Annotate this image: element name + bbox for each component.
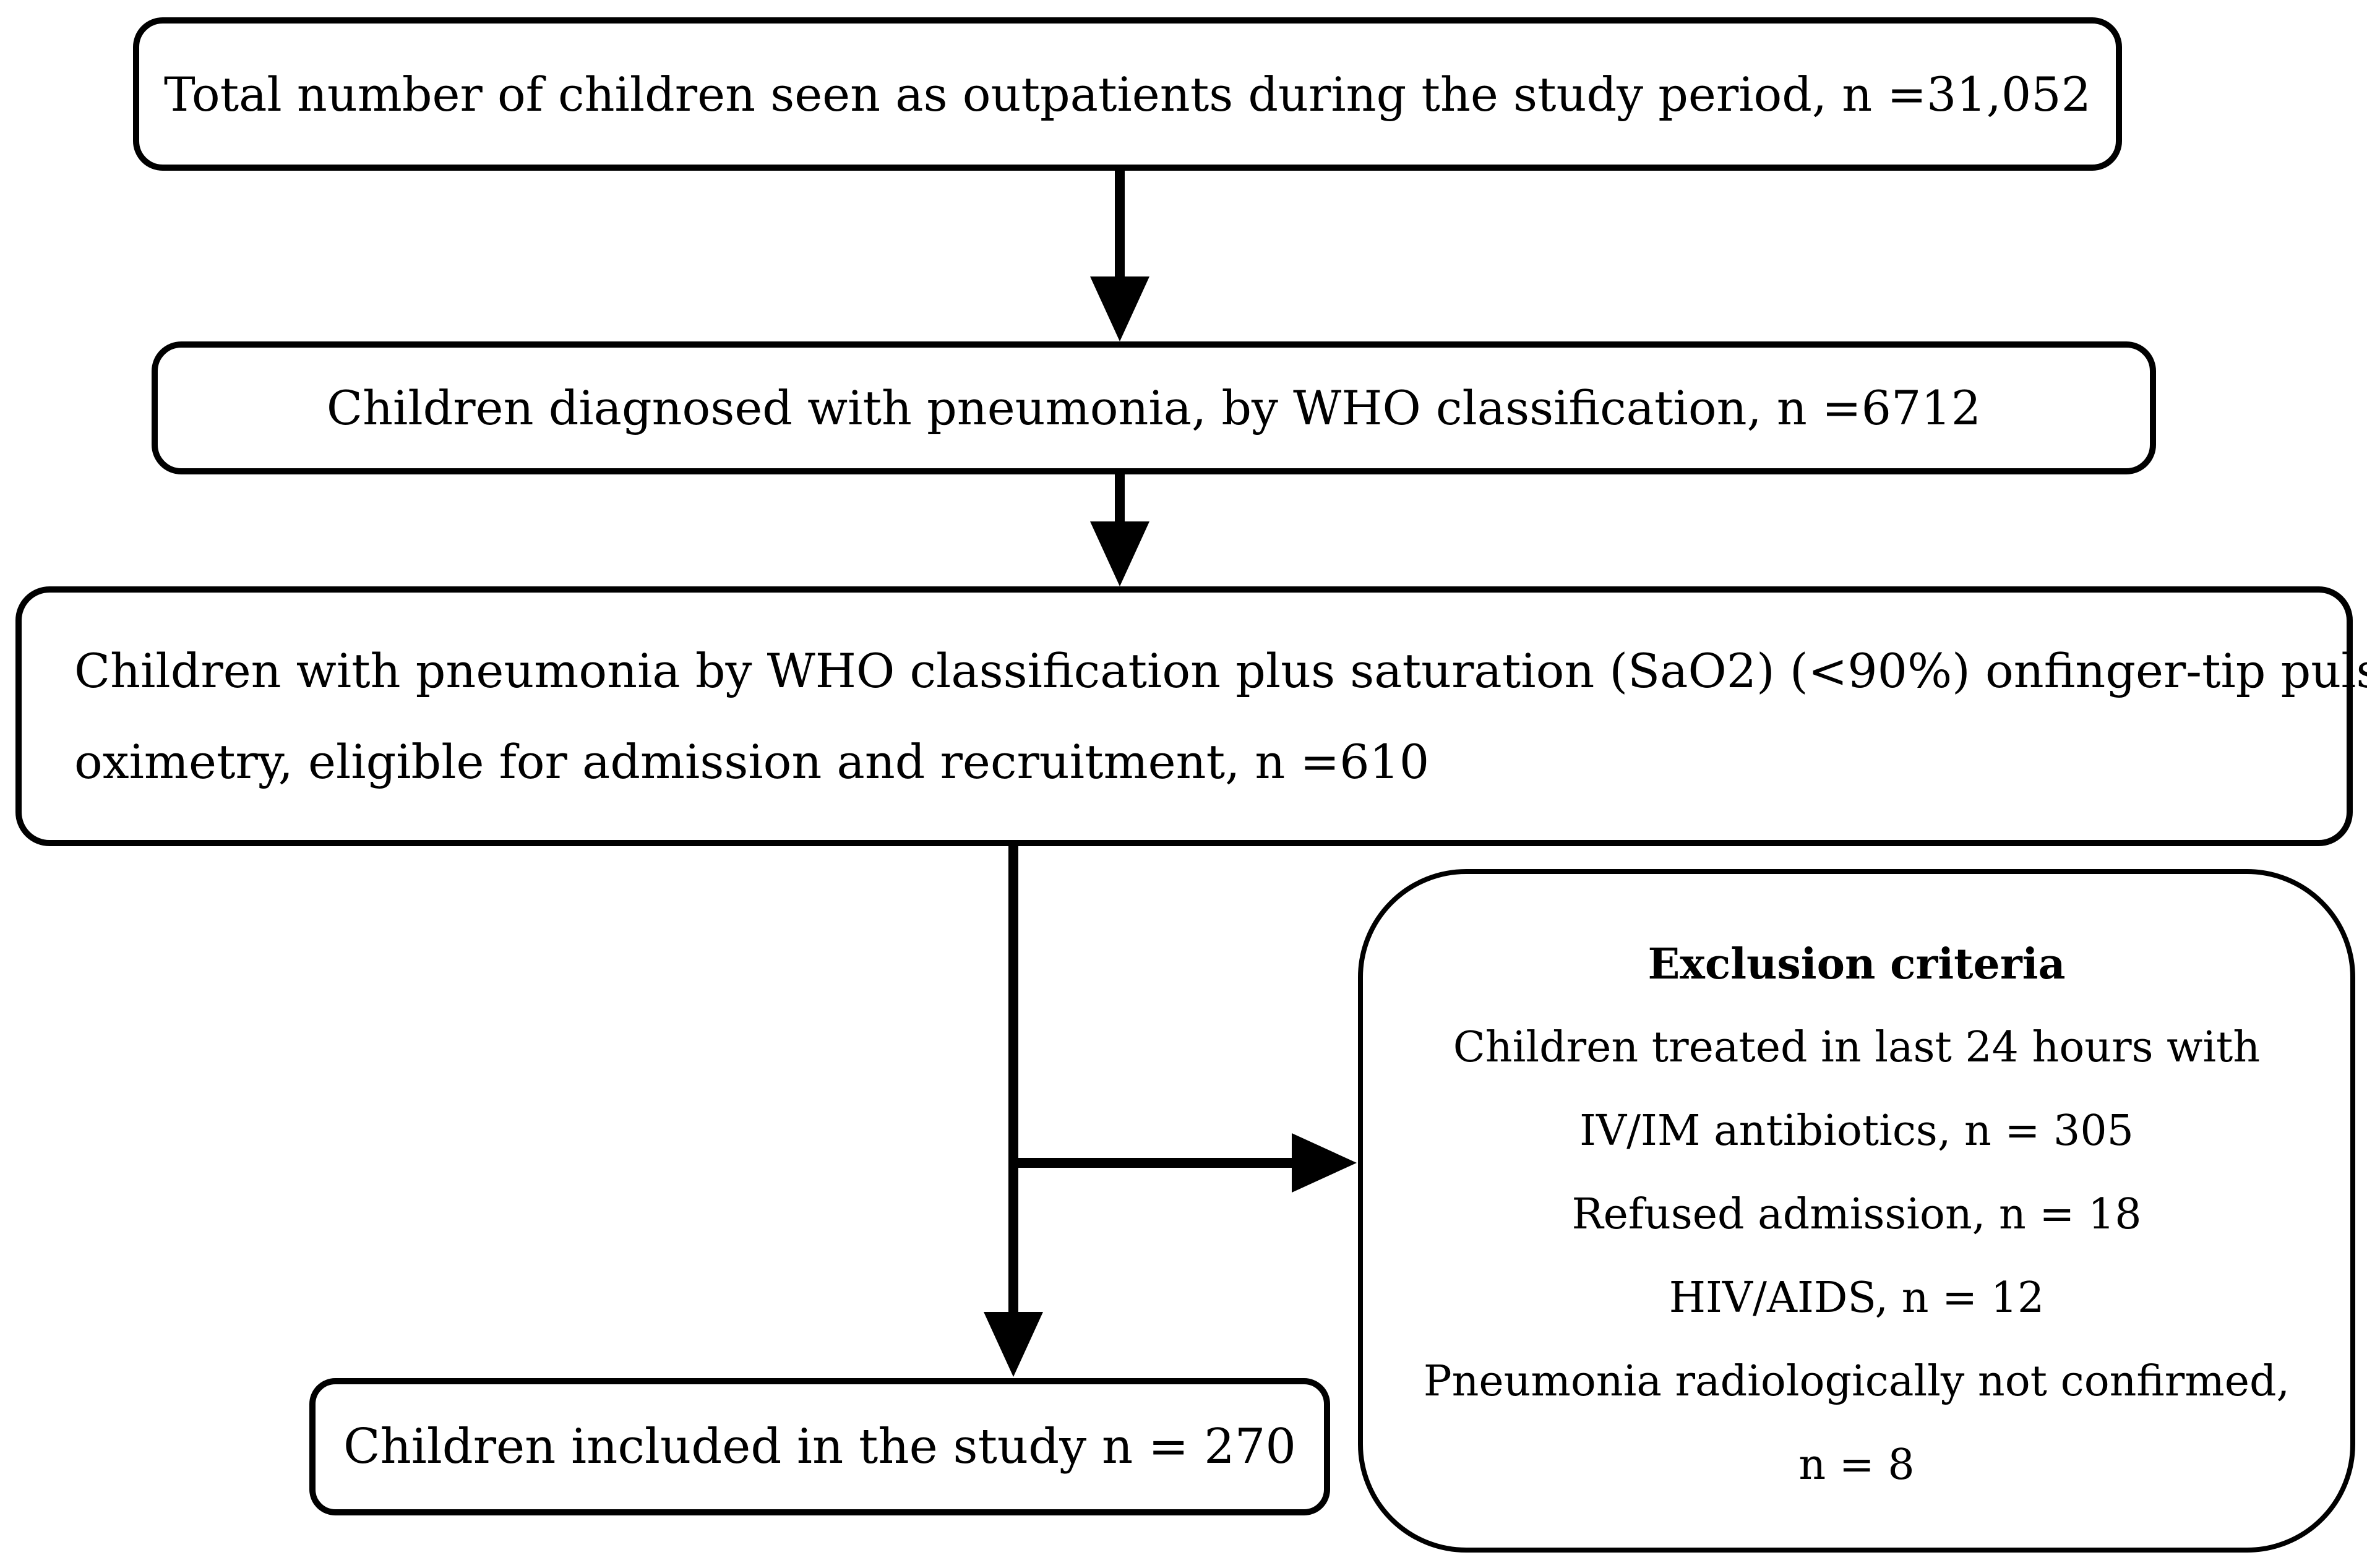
exclusion-title: Exclusion criteria	[1647, 939, 2066, 989]
exclusion-item: Children treated in last 24 hours with	[1453, 1023, 2261, 1072]
exclusion-item: n = 8	[1798, 1441, 1915, 1489]
box-pneumonia: Children diagnosed with pneumonia, by WH…	[152, 341, 2156, 474]
arrow-line	[1008, 846, 1018, 1314]
box-eligible-line2: oximetry, eligible for admission and rec…	[74, 734, 1430, 789]
arrowhead-down-icon	[984, 1312, 1043, 1377]
box-outpatients: Total number of children seen as outpati…	[133, 17, 2122, 171]
exclusion-item: Refused admission, n = 18	[1571, 1190, 2142, 1239]
arrowhead-down-icon	[1090, 521, 1149, 586]
box-eligible-line1: Children with pneumonia by WHO classific…	[74, 643, 2367, 698]
box-outpatients-text: Total number of children seen as outpati…	[164, 66, 2091, 122]
box-exclusion: Exclusion criteria Children treated in l…	[1358, 869, 2355, 1553]
arrow-line	[1115, 473, 1125, 529]
box-eligible: Children with pneumonia by WHO classific…	[15, 586, 2367, 846]
arrow-line	[1115, 171, 1125, 282]
exclusion-item: IV/IM antibiotics, n = 305	[1579, 1107, 2134, 1155]
exclusion-item: HIV/AIDS, n = 12	[1669, 1274, 2045, 1322]
box-included-text: Children included in the study n = 270	[343, 1419, 1297, 1475]
box-pneumonia-text: Children diagnosed with pneumonia, by WH…	[326, 380, 1982, 435]
box-included: Children included in the study n = 270	[309, 1378, 1330, 1515]
arrowhead-down-icon	[1090, 276, 1149, 341]
exclusion-item: Pneumonia radiologically not confirmed,	[1423, 1357, 2290, 1406]
arrowhead-right-icon	[1292, 1133, 1357, 1193]
arrow-line	[1008, 1158, 1296, 1168]
